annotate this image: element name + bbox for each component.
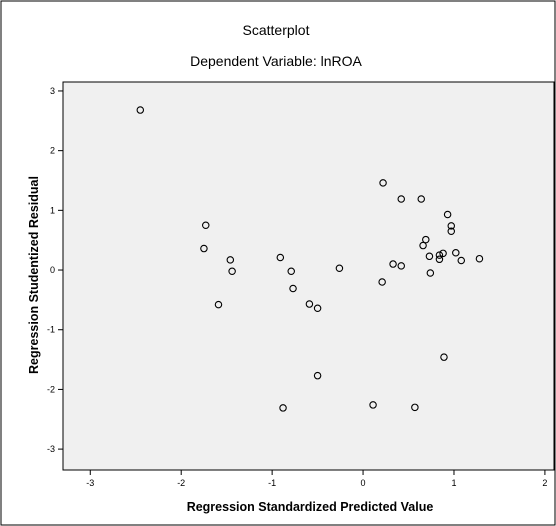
- plot-area: [62, 81, 555, 471]
- scatter-point: [452, 248, 460, 257]
- scatter-point: [389, 260, 397, 268]
- scatter-point: [417, 195, 425, 203]
- scatter-point: [369, 401, 377, 409]
- chart-title: Scatterplot: [243, 22, 310, 38]
- scatter-point: [422, 235, 430, 244]
- scatter-point: [425, 252, 434, 261]
- scatter-point: [443, 210, 452, 219]
- scatter-point: [397, 195, 405, 203]
- scatter-point: [202, 221, 210, 230]
- chart-subtitle: Dependent Variable: lnROA: [190, 53, 362, 69]
- y-tick-label: -1: [47, 325, 55, 335]
- y-tick-label: -2: [47, 384, 55, 394]
- scatter-point: [447, 227, 456, 235]
- y-tick-label: 1: [50, 205, 55, 215]
- scatter-point: [200, 244, 208, 253]
- scatter-point: [447, 222, 456, 230]
- x-tick-label: -1: [268, 478, 276, 488]
- scatter-point: [214, 300, 223, 309]
- scatter-point: [475, 254, 484, 263]
- scatter-point: [226, 256, 235, 264]
- x-axis: -3 -2 -1 0 1 2: [86, 470, 547, 488]
- scatter-point: [228, 267, 236, 275]
- x-tick-label: -2: [177, 478, 185, 488]
- scatter-point: [136, 106, 145, 114]
- x-tick-label: 2: [542, 478, 547, 488]
- scatter-point: [397, 262, 405, 270]
- scatter-point: [419, 241, 427, 250]
- y-tick-label: 2: [50, 146, 55, 156]
- scatter-point: [435, 251, 444, 259]
- y-tick-label: 0: [50, 265, 55, 275]
- y-axis-label: Regression Studentized Residual: [27, 176, 41, 374]
- scatter-point: [426, 269, 435, 277]
- scatter-point: [305, 300, 314, 308]
- scatter-point: [457, 256, 466, 265]
- y-tick-label: 3: [50, 86, 55, 96]
- scatter-point: [378, 278, 386, 286]
- scatter-point: [313, 304, 322, 312]
- scatter-point: [439, 249, 447, 258]
- scatter-point: [335, 264, 344, 272]
- data-points: [136, 106, 484, 412]
- scatter-point: [289, 284, 297, 293]
- scatter-point: [279, 404, 287, 412]
- x-axis-label: Regression Standardized Predicted Value: [187, 500, 434, 514]
- scatter-point: [313, 371, 322, 380]
- scatter-point: [411, 403, 419, 412]
- scatter-point: [435, 255, 444, 264]
- scatter-point: [287, 267, 295, 275]
- scatter-point: [440, 353, 448, 361]
- y-tick-label: -3: [47, 444, 55, 454]
- x-tick-label: 0: [361, 478, 366, 488]
- y-axis: 3 2 1 0 -1 -2 -3: [47, 86, 63, 454]
- x-tick-label: -3: [86, 478, 94, 488]
- x-tick-label: 1: [451, 478, 456, 488]
- scatter-point: [379, 179, 387, 187]
- scatter-point: [276, 253, 285, 262]
